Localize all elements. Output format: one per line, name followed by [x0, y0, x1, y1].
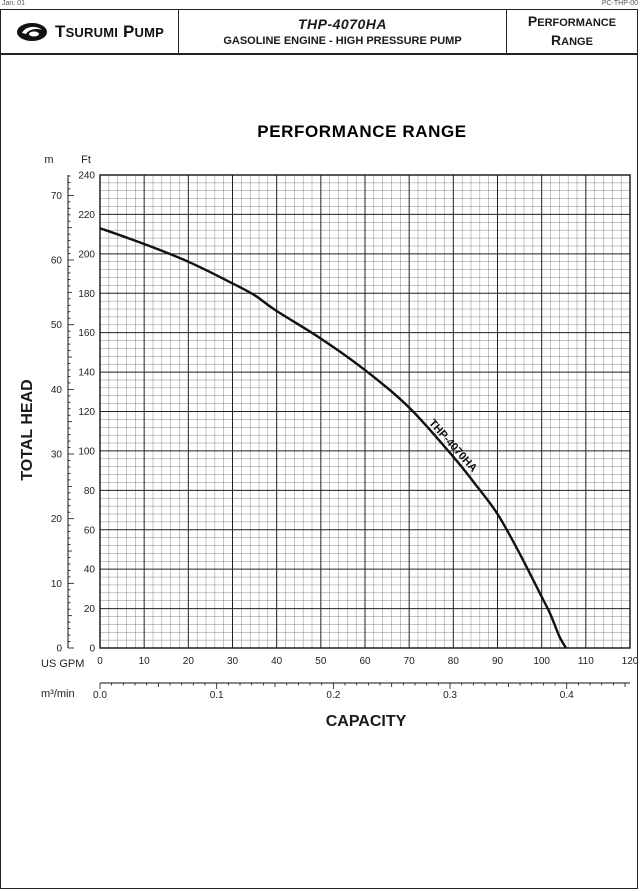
x-tick-label-gpm: 0 — [97, 656, 103, 667]
x-tick-label-m3: 0.3 — [443, 690, 457, 701]
x-tick-label-gpm: 120 — [622, 656, 639, 667]
y-tick-label-ft: 220 — [78, 210, 95, 221]
model-name: THP-4070HA — [297, 16, 388, 32]
brand-cell: TSURUMI PUMP — [1, 10, 179, 53]
date-code: Jan. 01 — [2, 0, 25, 7]
y-tick-label-ft: 160 — [78, 328, 95, 339]
tsurumi-logo-icon — [16, 22, 47, 41]
y-tick-label-m: 40 — [51, 385, 63, 396]
x-axis-title: CAPACITY — [326, 713, 407, 730]
y-tick-label-ft: 60 — [84, 525, 96, 536]
y-axis-title: TOTAL HEAD — [19, 379, 36, 480]
plot-border — [99, 174, 631, 649]
x-tick-label-gpm: 40 — [271, 656, 283, 667]
x-unit-m3: m³/min — [41, 688, 75, 700]
x-tick-label-m3: 0.1 — [210, 690, 224, 701]
y-tick-label-ft: 120 — [78, 407, 95, 418]
y-tick-label-m: 60 — [51, 256, 63, 267]
curve-label: THP-4070HA — [426, 417, 479, 474]
x-tick-label-gpm: 90 — [492, 656, 504, 667]
y-tick-label-m: 10 — [51, 579, 63, 590]
y-unit-m: m — [44, 154, 53, 166]
x-tick-label-m3: 0.4 — [560, 690, 574, 701]
model-description: GASOLINE ENGINE - HIGH PRESSURE PUMP — [223, 35, 462, 47]
y-tick-label-m: 30 — [51, 450, 63, 461]
y-tick-label-ft: 200 — [78, 249, 95, 260]
y-tick-label-ft: 20 — [84, 604, 96, 615]
x-tick-label-gpm: 70 — [404, 656, 416, 667]
y-axis-ft-ticks: 0 20 40 60 80 100 120 140 160 180 200 220 240 — [78, 171, 95, 655]
chart-title: PERFORMANCE RANGE — [257, 122, 467, 141]
y-tick-label-m: 50 — [51, 320, 63, 331]
x-tick-label-gpm: 50 — [315, 656, 327, 667]
y-tick-label-m: 20 — [51, 514, 63, 525]
x-unit-gpm: US GPM — [41, 658, 84, 670]
model-cell: THP-4070HA GASOLINE ENGINE - HIGH PRESSU… — [179, 10, 507, 53]
section-title-line2: RANGE — [551, 31, 593, 48]
performance-curve — [99, 227, 568, 649]
y-tick-label-ft: 0 — [89, 644, 95, 655]
x-tick-label-m3: 0.0 — [93, 690, 107, 701]
section-title-line1: PERFORMANCE — [527, 12, 617, 29]
header-bar: TSURUMI PUMP THP-4070HA GASOLINE ENGINE … — [0, 9, 638, 55]
document-code: PC-THP-00 — [601, 0, 638, 7]
y-tick-label-m: 70 — [51, 191, 63, 202]
x-tick-label-gpm: 60 — [359, 656, 371, 667]
y-tick-label-ft: 240 — [78, 171, 95, 182]
x-axis-m3-axis: 0.0 0.1 0.2 0.3 0.4 — [93, 682, 630, 701]
brand-name: TSURUMI PUMP — [54, 21, 165, 41]
y-tick-label-ft: 80 — [84, 486, 96, 497]
y-tick-label-ft: 180 — [78, 289, 95, 300]
x-tick-label-gpm: 110 — [578, 656, 594, 667]
x-tick-label-gpm: 100 — [533, 656, 550, 667]
x-tick-label-gpm: 30 — [227, 656, 239, 667]
y-tick-label-ft: 40 — [84, 565, 96, 576]
y-tick-label-m: 0 — [56, 644, 62, 655]
x-tick-label-gpm: 10 — [139, 656, 151, 667]
x-tick-label-m3: 0.2 — [326, 690, 340, 701]
y-axis-m-ticks: 0 10 20 30 40 50 60 70 — [51, 175, 74, 655]
x-axis-gpm-ticks: 0 10 20 30 40 50 60 70 80 90 100 110 120 — [97, 656, 639, 667]
y-unit-ft: Ft — [81, 154, 91, 166]
chart-grid — [99, 174, 631, 649]
y-tick-label-ft: 100 — [78, 446, 95, 457]
y-tick-label-ft: 140 — [78, 368, 95, 379]
section-cell: PERFORMANCE RANGE — [507, 10, 637, 53]
x-tick-label-gpm: 80 — [448, 656, 460, 667]
x-tick-label-gpm: 20 — [183, 656, 195, 667]
